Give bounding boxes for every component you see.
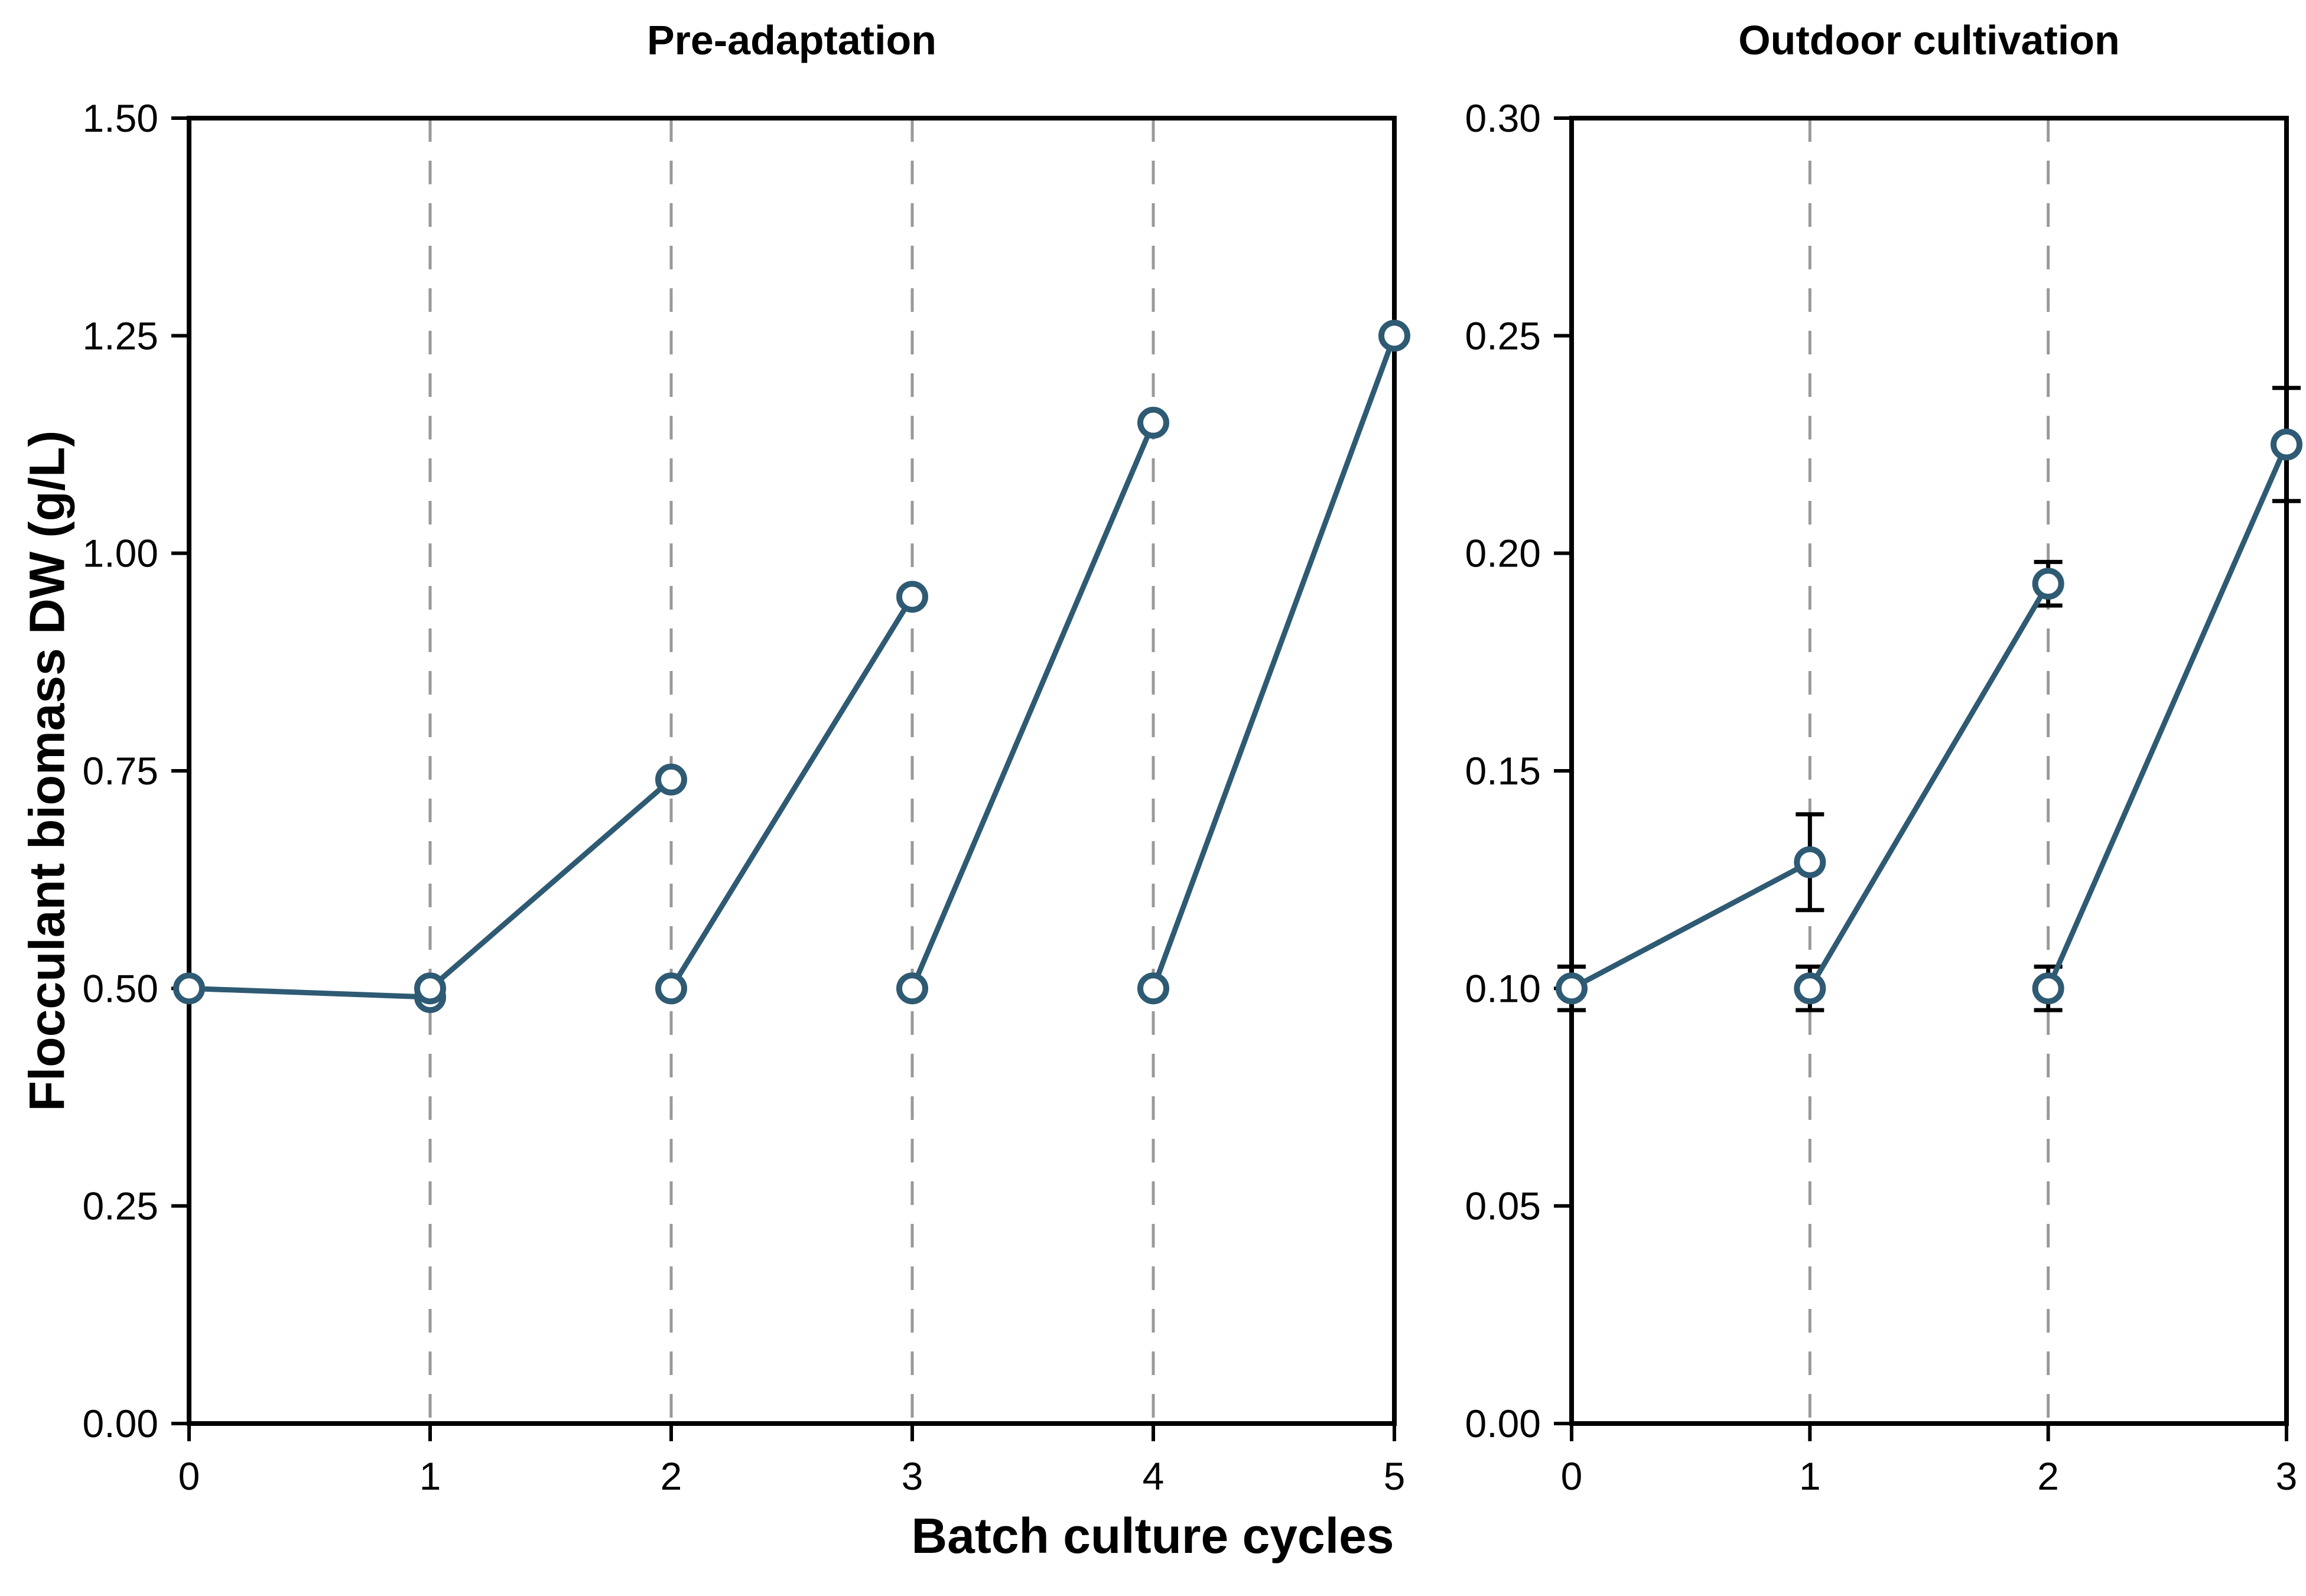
panel-0: 0.00 0.25 0.50 0.75 1.00 1.25 1.50 0 1 2 3 4 5 [83,96,1410,1498]
y-tick-label: 0.25 [83,1184,158,1228]
data-segment [1807,581,2051,991]
data-segment [668,594,915,991]
panel-border [187,116,1397,1426]
x-tick-label: 2 [2037,1454,2059,1498]
y-tick-label: 1.25 [83,314,158,357]
y-tick-label: 1.50 [83,96,158,140]
x-tick-label: 0 [178,1454,200,1498]
x-tick-label: 3 [902,1454,923,1498]
y-tick-label: 0.00 [83,1402,158,1445]
x-tick-label: 0 [1561,1454,1583,1498]
data-segment [2045,442,2289,991]
x-tick-label: 2 [661,1454,682,1498]
y-tick-label: 0.20 [1465,532,1541,575]
x-tick-label: 3 [2276,1454,2298,1498]
data-segment [186,985,433,1000]
panel-title-outdoor-cultivation: Outdoor cultivation [1738,17,2120,63]
data-point-marker [1794,846,1826,878]
y-tick-label: 0.50 [83,966,158,1010]
y-tick-label: 0.15 [1465,749,1541,793]
y-tick-label: 1.00 [83,532,158,575]
data-point-marker [173,972,205,1005]
y-tick-label: 0.25 [1465,314,1541,357]
data-segment [1150,333,1397,991]
data-point-marker [2032,568,2064,600]
y-tick-label: 0.05 [1465,1184,1541,1228]
y-tick-label: 0.10 [1465,966,1541,1010]
data-point-marker [1378,320,1410,352]
y-axis-label: Flocculant biomass DW (g/L) [19,430,75,1112]
data-point-marker [1137,972,1169,1005]
data-segment [427,777,674,991]
x-tick-label: 1 [1799,1454,1821,1498]
data-point-marker [896,581,928,613]
data-point-marker [1137,406,1169,439]
x-tick-label: 1 [419,1454,441,1498]
data-point-marker [2271,428,2302,461]
data-point-marker [1556,972,1588,1005]
y-tick-label: 0.75 [83,749,158,793]
y-tick-label: 0.00 [1465,1402,1541,1445]
x-axis-label: Batch culture cycles [911,1508,1394,1564]
data-point-marker [896,972,928,1005]
data-segment [1569,859,1813,991]
x-tick-label: 4 [1143,1454,1165,1498]
data-segment [909,420,1156,991]
y-tick-label: 0.30 [1465,96,1541,140]
data-point-marker [2032,972,2064,1005]
data-point-marker [414,972,446,1005]
data-point-marker [1794,972,1826,1005]
panel-title-pre-adaptation: Pre-adaptation [646,17,937,63]
panel-border [1569,116,2289,1426]
data-point-marker [655,763,687,796]
x-tick-label: 5 [1384,1454,1406,1498]
panel-1: 0.00 0.05 0.10 0.15 0.20 0.25 0.30 0 1 2 3 [1465,96,2302,1498]
data-point-marker [655,972,687,1005]
